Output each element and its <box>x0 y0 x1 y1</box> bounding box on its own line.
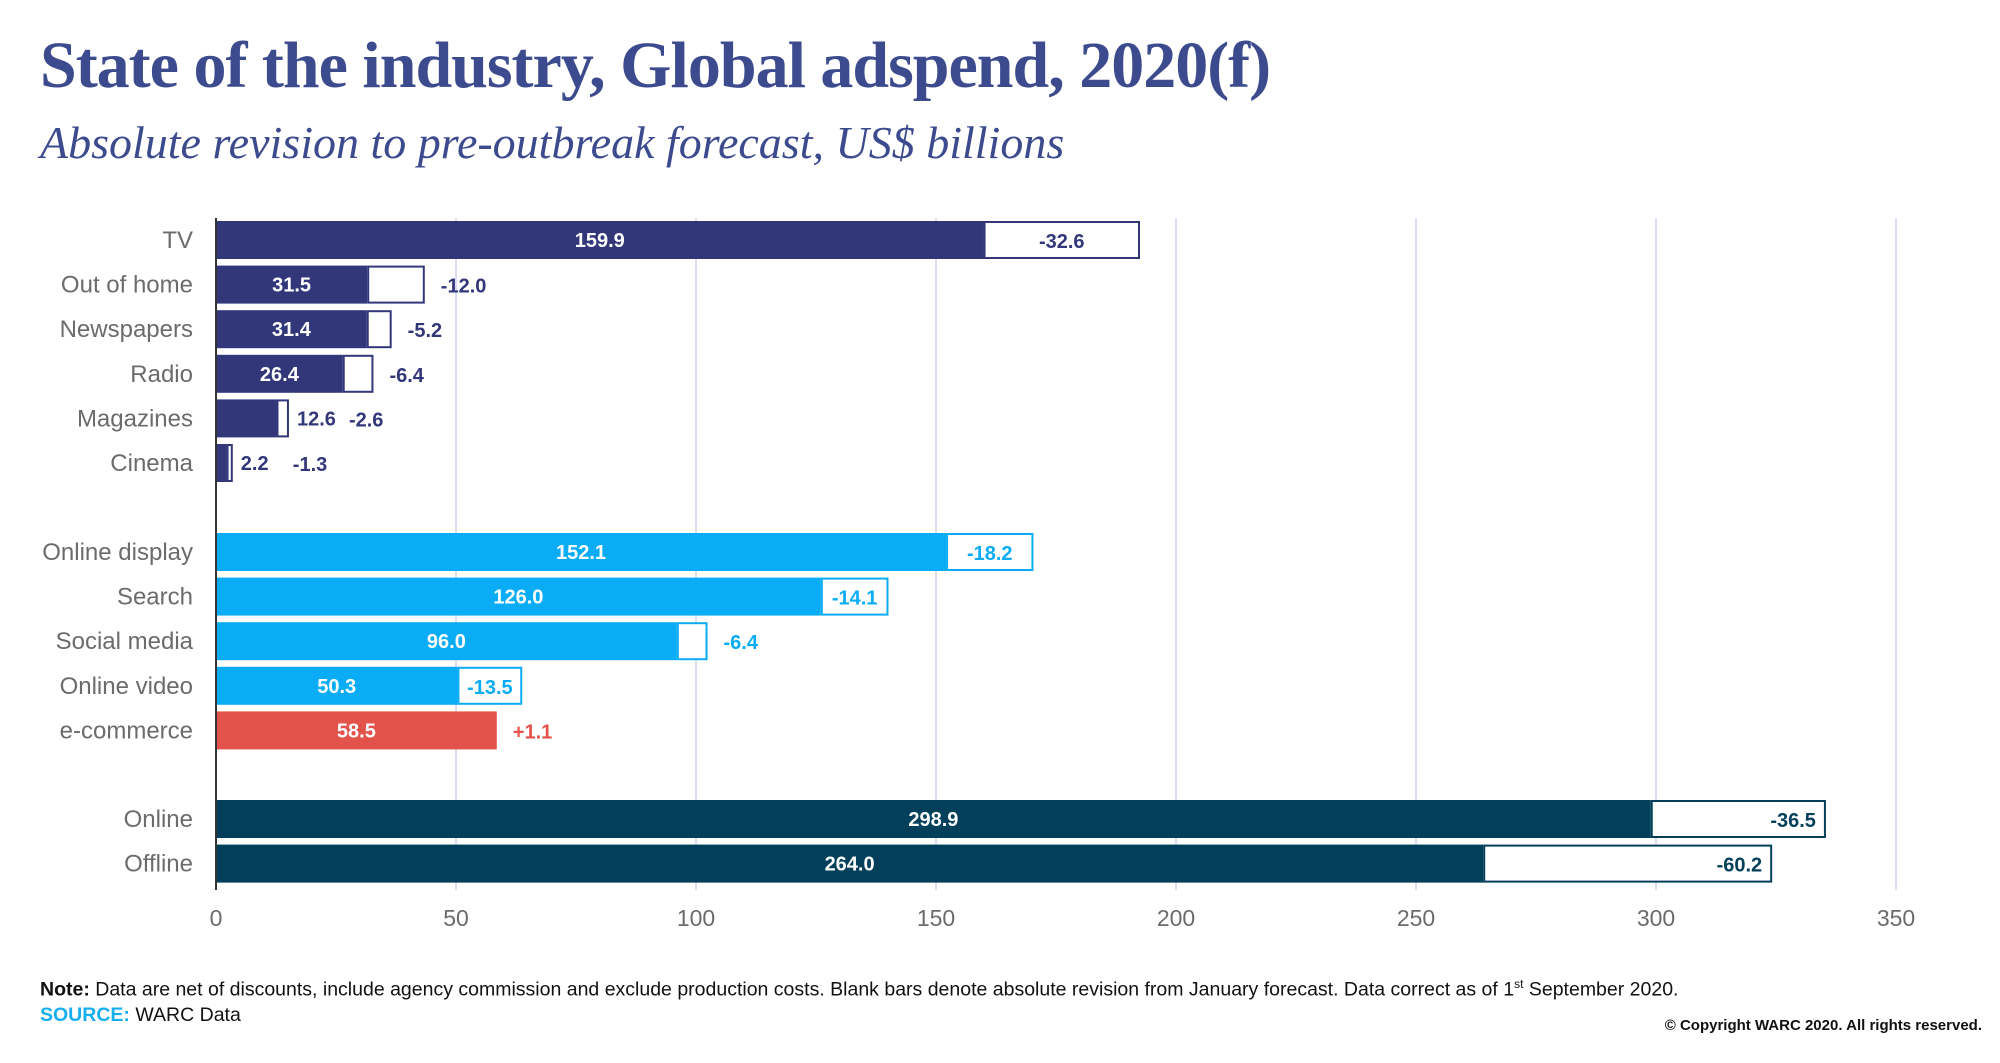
bar-value <box>216 844 1484 883</box>
source-label: SOURCE: <box>40 1004 130 1026</box>
x-tick-label: 200 <box>1157 905 1195 931</box>
x-tick-label: 150 <box>917 905 955 931</box>
footnote: Note: Data are net of discounts, include… <box>40 977 1678 1002</box>
bar-revision-label: -13.5 <box>467 677 513 699</box>
bar-value <box>216 666 458 705</box>
category-label: Online video <box>60 673 193 700</box>
bar-value-label: 12.6 <box>297 408 336 430</box>
bar-value-label: 50.3 <box>317 676 356 698</box>
bar-revision <box>366 310 392 349</box>
note-label: Note: <box>40 978 90 1001</box>
x-tick-label: 300 <box>1637 905 1675 931</box>
bar-revision <box>946 533 1034 571</box>
bar-value <box>216 711 497 750</box>
bar-value-label: 31.4 <box>272 319 312 341</box>
category-label: Search <box>117 584 193 611</box>
chart-title: State of the industry, Global adspend, 2… <box>40 29 1271 102</box>
bar-value-label: 58.5 <box>337 720 376 742</box>
bar-revision-label: -6.4 <box>724 632 759 654</box>
category-label: Newspapers <box>60 316 193 343</box>
x-tick-label: 350 <box>1877 905 1915 931</box>
bar-revision <box>276 399 289 438</box>
bar-revision <box>226 444 233 482</box>
bar-revision-label: -5.2 <box>408 320 442 342</box>
category-label: TV <box>162 227 193 254</box>
bar-value-label: 31.5 <box>272 275 311 297</box>
bar-revision <box>820 577 889 616</box>
bar-value-label: 298.9 <box>908 809 958 831</box>
bar-revision-label: -32.6 <box>1039 231 1085 253</box>
category-label: Social media <box>56 628 194 655</box>
bar-value <box>216 577 821 616</box>
bar-revision-label: -14.1 <box>832 588 878 610</box>
note-end: September 2020. <box>1523 978 1679 1001</box>
bar-revision-label: -2.6 <box>349 409 383 431</box>
category-label: Online display <box>42 539 193 566</box>
bar-revision-label: -1.3 <box>293 454 327 476</box>
x-tick-label: 0 <box>210 905 223 931</box>
x-tick-label: 100 <box>677 905 715 931</box>
bar-value-label: 159.9 <box>575 230 625 252</box>
bar-value-label: 96.0 <box>427 631 466 653</box>
bar-revision <box>342 354 374 393</box>
bar-revision-label: -60.2 <box>1717 855 1763 877</box>
bar-value <box>216 622 677 661</box>
bar-value-label: 264.0 <box>825 854 875 876</box>
category-label: Cinema <box>110 450 193 477</box>
bar-value-label: 2.2 <box>241 453 269 475</box>
bar-revision <box>367 265 425 304</box>
bar-value <box>216 399 277 438</box>
bar-revision <box>1483 844 1773 883</box>
bar-revision-label: -18.2 <box>967 543 1013 565</box>
category-label: Online <box>124 806 193 833</box>
bar-value-label: 26.4 <box>260 364 300 386</box>
bar-value <box>216 265 368 304</box>
note-sup: st <box>1514 977 1524 991</box>
bar-value <box>216 533 947 571</box>
bar-value-label: 126.0 <box>493 587 543 609</box>
category-label: e-commerce <box>60 717 193 744</box>
bar-value <box>216 800 1651 838</box>
bar-revision-label: -6.4 <box>389 365 424 387</box>
note-text: Data are net of discounts, include agenc… <box>89 978 1515 1001</box>
x-tick-label: 50 <box>443 905 469 931</box>
category-labels: TV Out of home Newspapers Radio Magazines Cin… <box>42 227 193 878</box>
bar-value-label: 152.1 <box>556 542 606 564</box>
chart-subtitle: Absolute revision to pre-outbreak foreca… <box>40 117 1065 168</box>
copyright: © Copyright WARC 2020. All rights reserv… <box>1664 1017 1982 1034</box>
x-tick-label: 250 <box>1397 905 1435 931</box>
bar-revision-label: +1.1 <box>513 721 552 743</box>
x-axis-ticks: 0 50 100 150 200 250 300 350 <box>210 905 1916 931</box>
bar-value <box>216 444 227 482</box>
bar-value <box>216 310 367 349</box>
bar-revision-label: -12.0 <box>441 276 487 298</box>
category-label: Out of home <box>61 272 193 299</box>
category-label: Magazines <box>77 405 193 432</box>
source-text: WARC Data <box>129 1004 241 1026</box>
bar-revision <box>676 622 708 661</box>
source-line: SOURCE: WARC Data <box>40 1004 241 1027</box>
bar-chart: 159.9 -32.631.5 -12.031.4 -5.226.4 -6.412.6-… <box>42 218 1916 931</box>
bar-revision <box>983 221 1141 259</box>
bar-value <box>216 354 343 393</box>
bars: 159.9 -32.631.5 -12.031.4 -5.226.4 -6.412.6-… <box>216 221 1826 883</box>
bar-value <box>216 221 984 259</box>
bar-revision-label: -36.5 <box>1770 810 1816 832</box>
bar-revision <box>457 666 523 705</box>
category-label: Radio <box>130 361 193 388</box>
bar-revision <box>1650 800 1826 838</box>
category-label: Offline <box>124 851 193 878</box>
